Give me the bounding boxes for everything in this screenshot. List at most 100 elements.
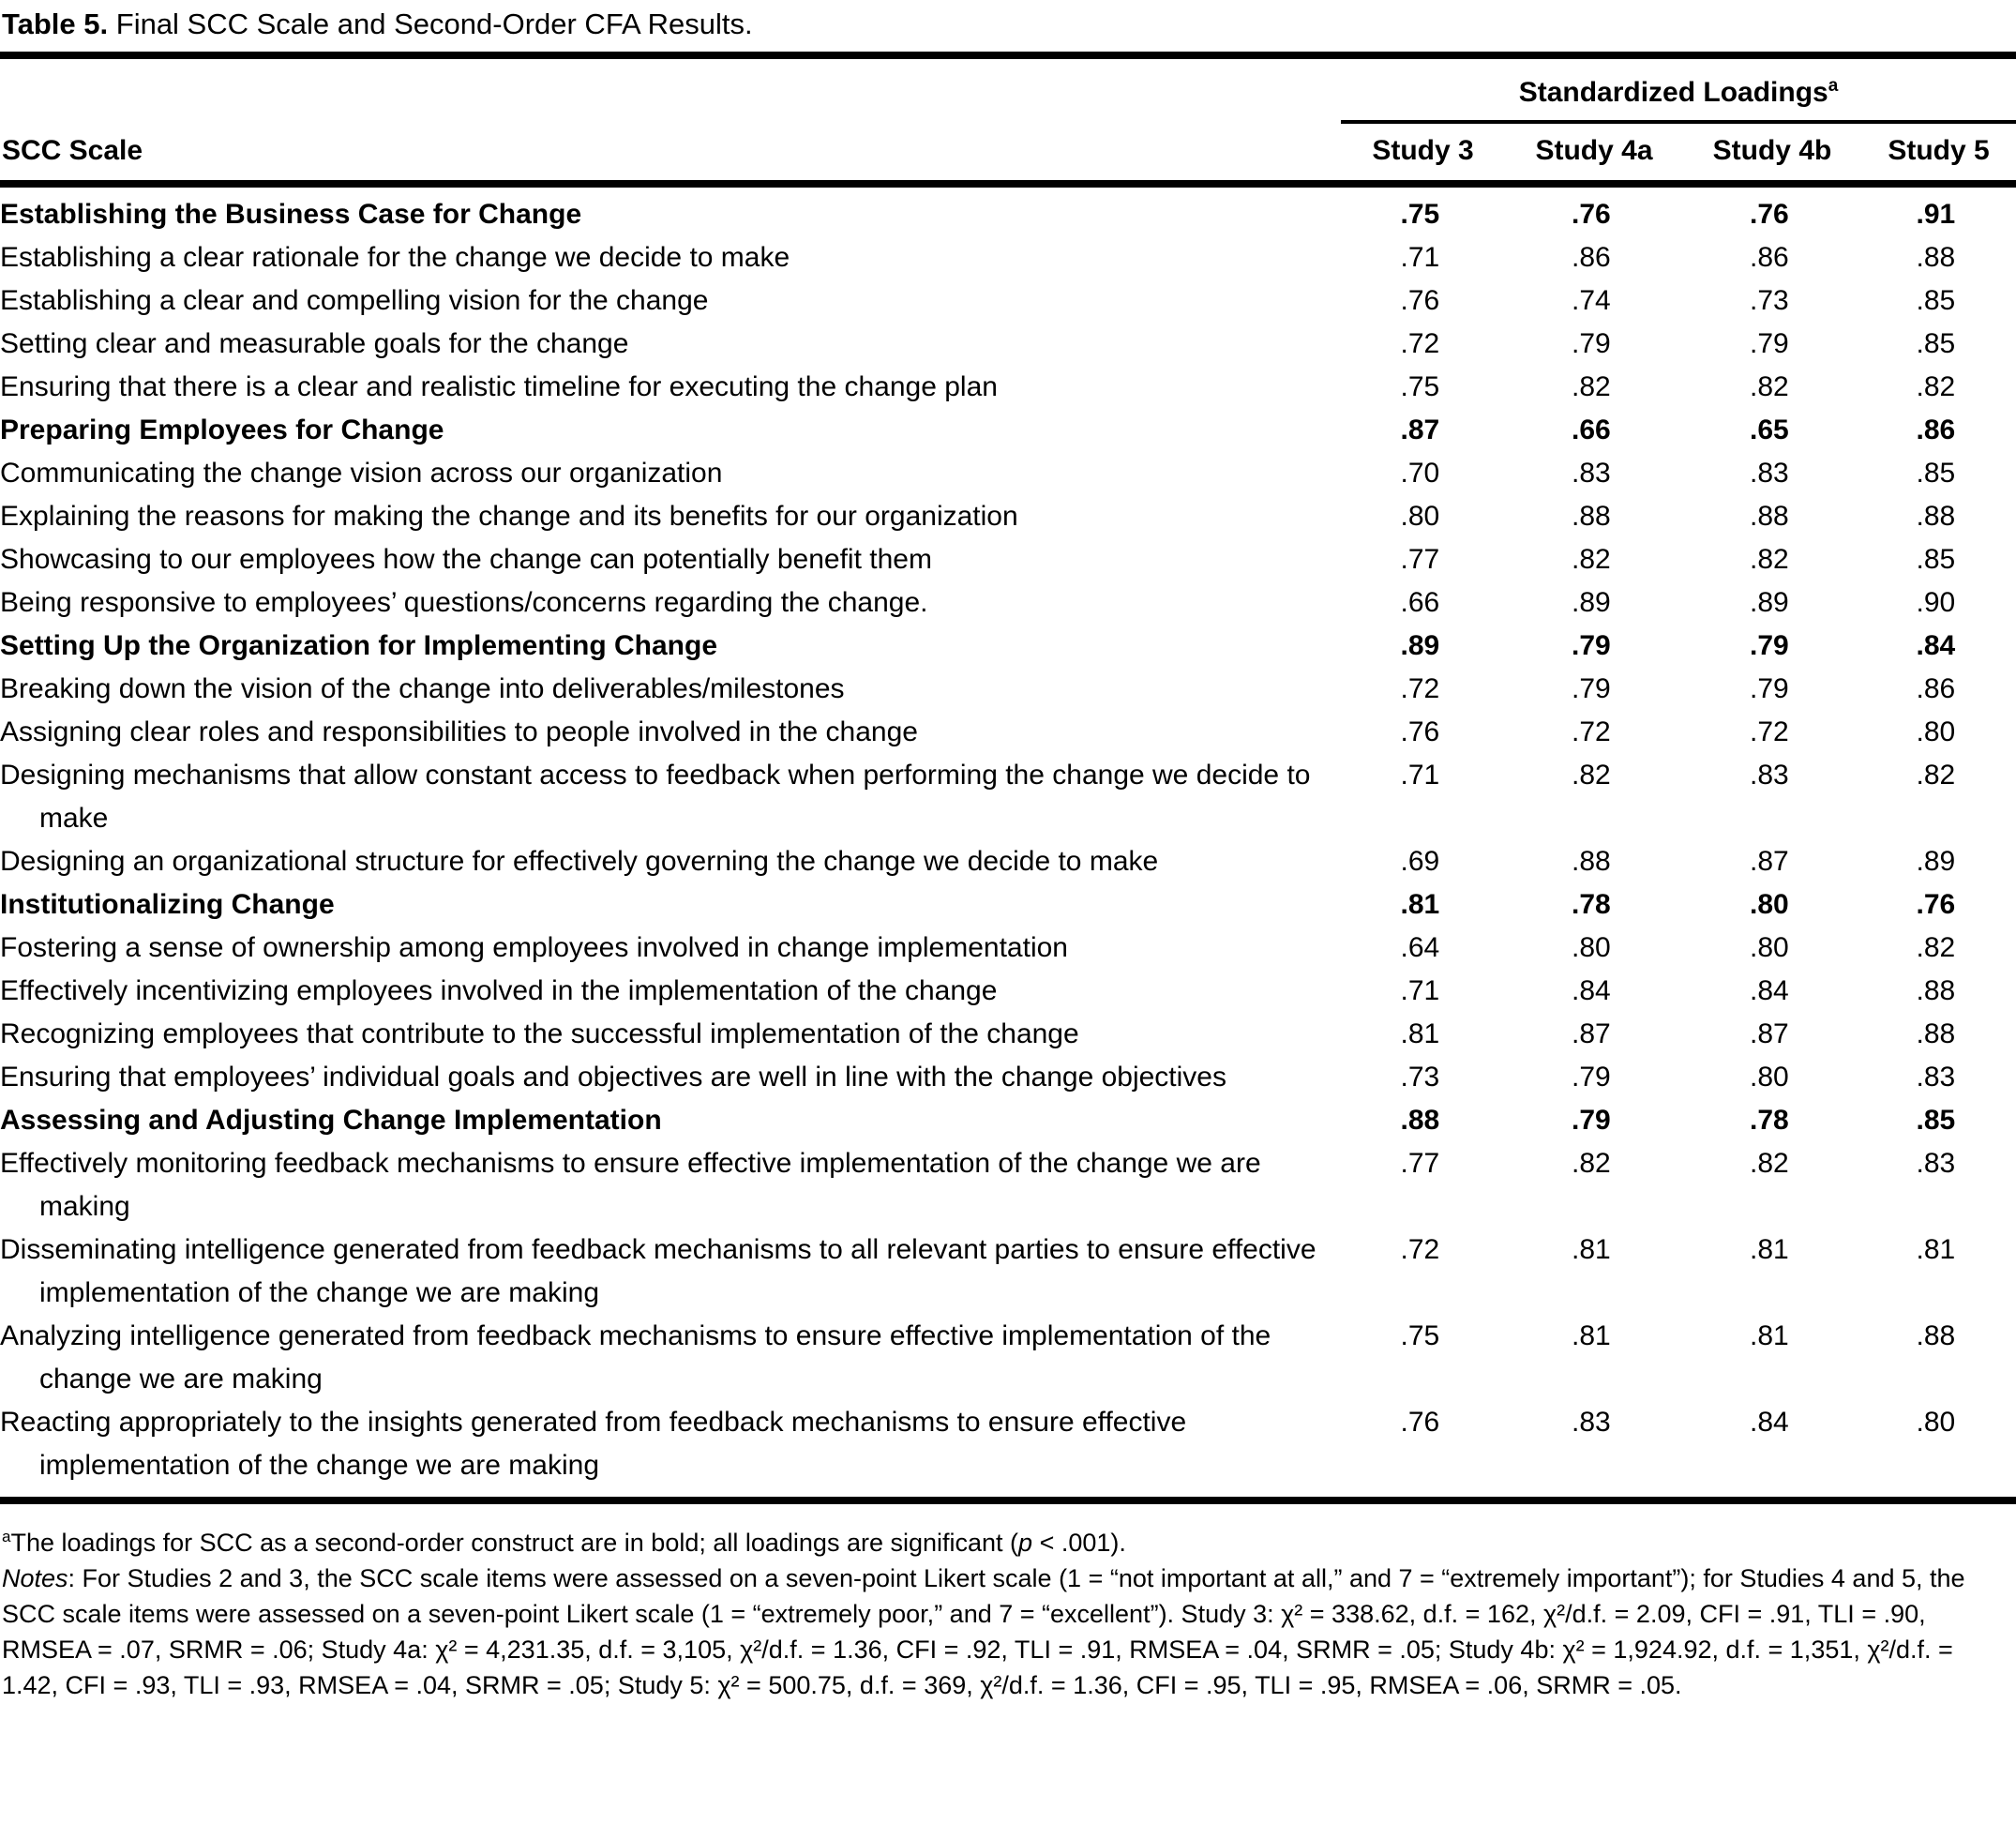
column-group-header-text: Standardized Loadings [1518,77,1828,108]
cell-value: .71 [1341,236,1505,279]
cell-value-text: .83 [1750,760,1789,791]
row-label: Being responsive to employees’ questions… [0,587,928,618]
cell-value-text: .77 [1400,1148,1440,1179]
row-label: Effectively incentivizing employees invo… [0,975,998,1006]
cell-value-text: .91 [1916,199,1956,230]
cell-value: .89 [1861,840,2016,883]
bottom-rule [0,1497,2016,1504]
cell-value-text: .82 [1572,371,1611,402]
table-title: Table 5. Final SCC Scale and Second-Orde… [2,6,2016,43]
cell-value-text: .66 [1400,587,1440,618]
cell-value-text: .79 [1572,1062,1611,1093]
row-label: Fostering a sense of ownership among emp… [0,932,1068,963]
cell-value-text: .83 [1916,1148,1956,1179]
row-label: Communicating the change vision across o… [0,458,723,489]
cell-value-text: .79 [1572,630,1611,661]
table-row: Fostering a sense of ownership among emp… [0,927,2016,970]
cell-value-text: .82 [1916,932,1956,963]
cell-value-text: .85 [1916,285,1956,316]
cell-value: .85 [1861,1099,2016,1142]
cell-value: .83 [1505,452,1683,495]
cell-value-text: .74 [1572,285,1611,316]
cell-value: .65 [1683,409,1861,452]
cell-value: .79 [1683,668,1861,711]
header-rule [0,180,2016,188]
row-label: Breaking down the vision of the change i… [0,673,845,704]
cell-value: .85 [1861,323,2016,366]
cell-value-text: .80 [1750,932,1789,963]
row-label: Establishing a clear rationale for the c… [0,242,790,273]
cell-value: .89 [1505,581,1683,625]
footnotes: aThe loadings for SCC as a second-order … [0,1504,2016,1703]
row-label: Reacting appropriately to the insights g… [0,1407,1187,1481]
row-label: Analyzing intelligence generated from fe… [0,1320,1271,1394]
cell-value-text: .65 [1750,415,1789,445]
cell-value: .76 [1341,1401,1505,1444]
cell-value: .82 [1683,1142,1861,1185]
cell-value-text: .76 [1400,716,1440,747]
cell-value: .79 [1683,625,1861,668]
cell-value-text: .73 [1400,1062,1440,1093]
cell-value: .82 [1505,538,1683,581]
cell-value-text: .88 [1916,242,1956,273]
cell-value-text: .84 [1916,630,1956,661]
cell-value-text: .86 [1750,242,1789,273]
cell-value: .87 [1683,840,1861,883]
cell-value-text: .87 [1750,1018,1789,1049]
cell-value: .82 [1683,366,1861,409]
cell-value-text: .86 [1916,673,1956,704]
cell-value: .82 [1861,366,2016,409]
cell-value: .89 [1341,625,1505,668]
cell-value-text: .79 [1750,673,1789,704]
cell-value: .82 [1861,927,2016,970]
notes-text: : For Studies 2 and 3, the SCC scale ite… [2,1564,1965,1699]
cell-value: .88 [1505,495,1683,538]
cell-value-text: .89 [1400,630,1440,661]
table-row: Effectively monitoring feedback mechanis… [0,1142,2016,1229]
cell-value-text: .80 [1916,716,1956,747]
cell-value: .64 [1341,927,1505,970]
table-row: Establishing a clear rationale for the c… [0,236,2016,279]
cell-value: .69 [1341,840,1505,883]
table-row: Institutionalizing Change .81 .78 .80 .76 [0,883,2016,927]
cell-value-text: .79 [1750,328,1789,359]
cell-value: .75 [1341,366,1505,409]
cell-value: .77 [1341,1142,1505,1185]
column-header-study3: Study 3 [1372,135,1474,166]
cell-value: .66 [1341,581,1505,625]
cell-value: .81 [1683,1229,1861,1272]
cell-value: .72 [1341,1229,1505,1272]
cell-value-text: .83 [1572,458,1611,489]
cell-value: .88 [1341,1099,1505,1142]
cell-value-text: .72 [1400,673,1440,704]
column-group-header: Standardized Loadingsa [1341,76,2016,120]
loadings-column-group: Standardized Loadingsa Study 3 Study 4a … [1341,59,2016,180]
cell-value-text: .79 [1572,1105,1611,1136]
cell-value-text: .81 [1400,1018,1440,1049]
cell-value-text: .82 [1572,544,1611,575]
table-row: Establishing a clear and compelling visi… [0,279,2016,323]
cell-value: .83 [1861,1142,2016,1185]
cell-value-text: .78 [1572,889,1611,920]
table-title-text: Final SCC Scale and Second-Order CFA Res… [108,8,753,40]
cell-value: .82 [1505,1142,1683,1185]
table-row: Ensuring that employees’ individual goal… [0,1056,2016,1099]
cell-value: .73 [1341,1056,1505,1099]
cell-value-text: .69 [1400,846,1440,877]
cell-value: .74 [1505,279,1683,323]
cell-value: .88 [1861,495,2016,538]
cell-value: .83 [1505,1401,1683,1444]
table-row: Showcasing to our employees how the chan… [0,538,2016,581]
cell-value-text: .72 [1750,716,1789,747]
cell-value-text: .87 [1572,1018,1611,1049]
cell-value: .76 [1505,193,1683,236]
cell-value-text: .70 [1400,458,1440,489]
cell-value-text: .80 [1750,889,1789,920]
cell-value: .66 [1505,409,1683,452]
cell-value-text: .89 [1750,587,1789,618]
table-row: Explaining the reasons for making the ch… [0,495,2016,538]
cell-value-text: .88 [1916,975,1956,1006]
cell-value: .76 [1341,711,1505,754]
cell-value: .72 [1505,711,1683,754]
table-row: Being responsive to employees’ questions… [0,581,2016,625]
